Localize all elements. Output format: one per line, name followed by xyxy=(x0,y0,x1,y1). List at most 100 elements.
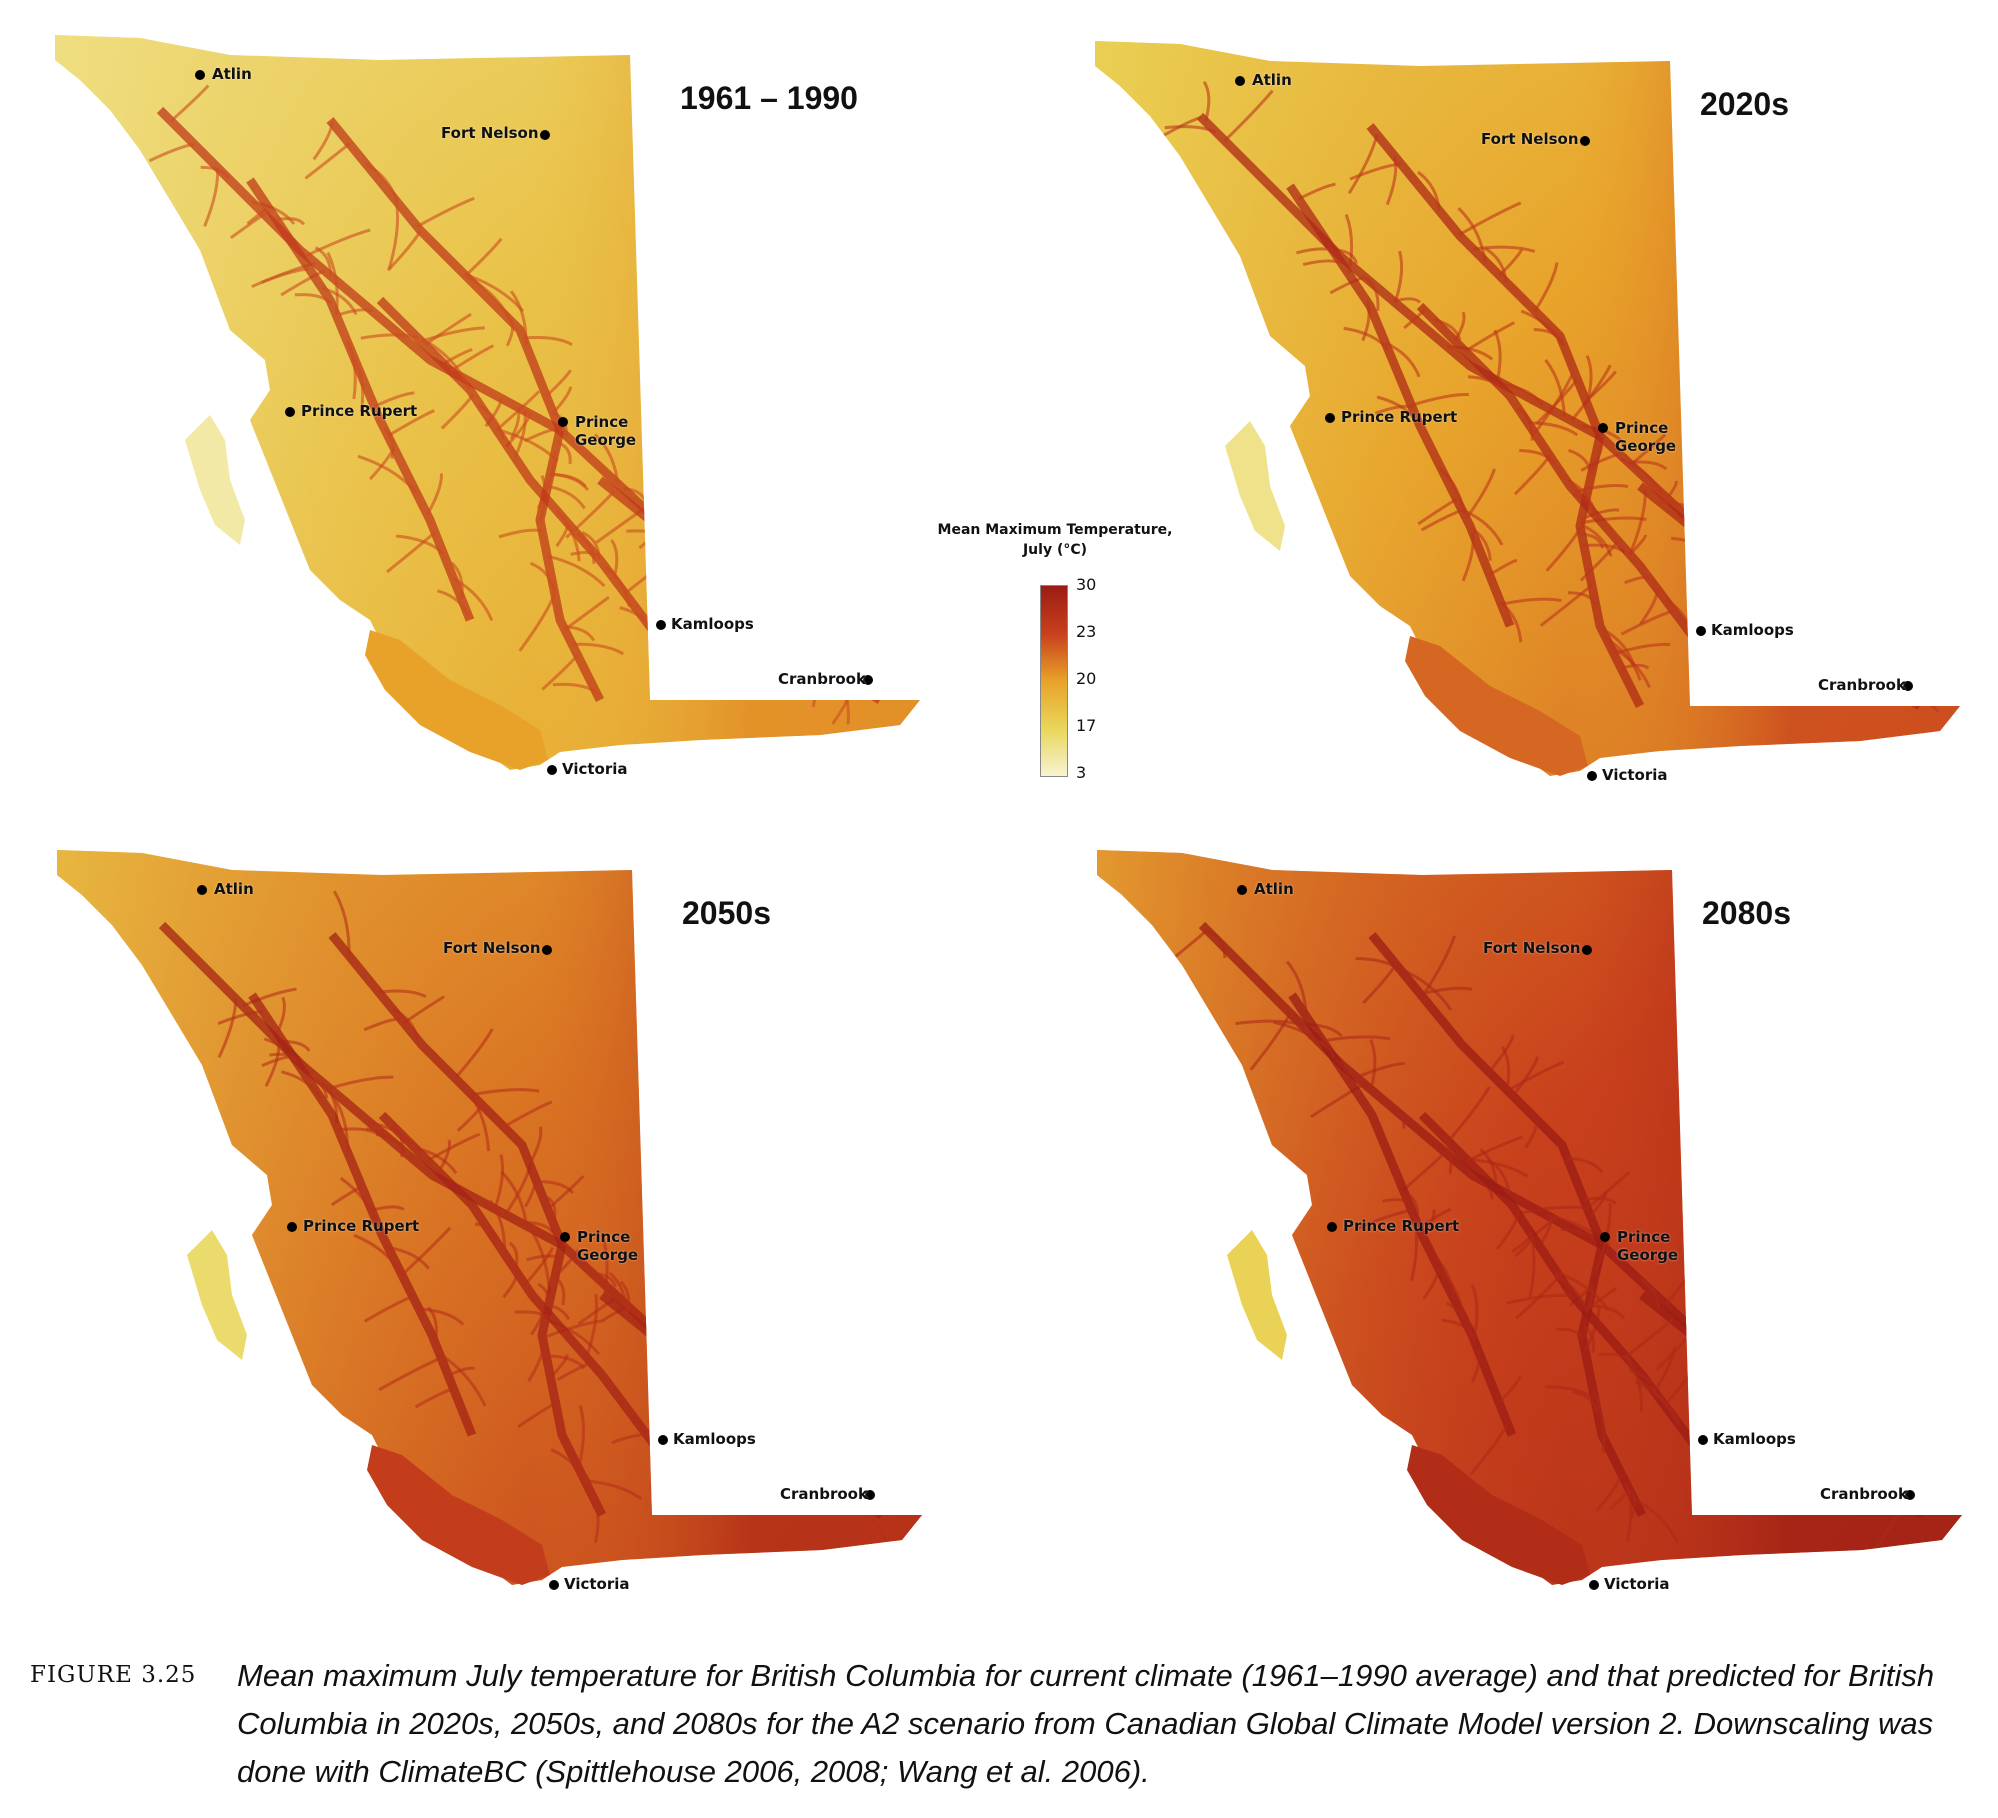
valley-branch xyxy=(1524,1118,1539,1149)
valley-branch xyxy=(1461,531,1475,582)
valley-branch xyxy=(392,1124,405,1158)
valley-branch xyxy=(386,531,436,574)
valley-branch xyxy=(719,577,760,594)
valley-branch xyxy=(1421,935,1456,998)
valley-branch xyxy=(1468,375,1508,393)
valley-branch xyxy=(373,391,415,408)
valley-branch xyxy=(312,122,334,161)
valley-branch xyxy=(1787,1456,1828,1471)
valley-branch xyxy=(371,1205,405,1212)
valley-branch xyxy=(1628,490,1647,556)
valley-branch xyxy=(546,1196,557,1224)
valley-branch xyxy=(1568,448,1593,475)
valley-branch xyxy=(387,409,435,438)
valley-branch xyxy=(735,558,743,592)
valley-branch xyxy=(530,1306,545,1336)
valley-branch xyxy=(1595,1473,1624,1512)
valley-branch xyxy=(1438,1268,1466,1319)
valley-branch xyxy=(1207,929,1227,959)
valley-branch xyxy=(1735,1368,1779,1400)
valley-branch xyxy=(217,998,238,1059)
valley-branch xyxy=(427,341,471,390)
valley-branch xyxy=(495,390,541,432)
valley-branch xyxy=(363,1017,401,1032)
valley-branch xyxy=(655,1445,700,1463)
city-marker-victoria xyxy=(547,765,557,775)
city-marker-atlin xyxy=(197,885,207,895)
valley-branch xyxy=(464,237,503,277)
city-label-prince-rupert: Prince Rupert xyxy=(301,402,418,420)
valley-branch xyxy=(1539,584,1593,627)
valley-branch xyxy=(1722,1369,1738,1400)
city-label-fort-nelson: Fort Nelson xyxy=(441,124,539,142)
valley-branch xyxy=(1762,571,1799,587)
valley-branch xyxy=(1580,452,1621,472)
city-label-prince-george: Prince George xyxy=(575,413,637,449)
valley-branch xyxy=(1519,449,1557,465)
valley-branch xyxy=(585,1293,599,1358)
valley-branch xyxy=(695,1356,745,1372)
valley-branch xyxy=(294,293,333,305)
valley-branch xyxy=(1470,1284,1479,1340)
valley-branch xyxy=(1527,421,1579,437)
valley-branch xyxy=(1694,1444,1718,1474)
valley-branch xyxy=(447,1366,476,1377)
valley-branch xyxy=(1506,1293,1573,1305)
valley-branch xyxy=(1633,1497,1680,1544)
city-marker-cranbrook xyxy=(1905,1490,1915,1500)
valley-branch xyxy=(505,318,514,347)
valley-branch xyxy=(1624,1482,1633,1542)
valley-branch xyxy=(425,473,443,516)
city-label-kamloops: Kamloops xyxy=(673,1430,756,1448)
city-label-prince-george: Prince George xyxy=(577,1228,639,1264)
valley-branch xyxy=(744,1407,784,1416)
valley-branch xyxy=(246,205,269,225)
valley-branch xyxy=(780,1411,788,1441)
valley-branch xyxy=(305,1074,329,1099)
city-label-atlin: Atlin xyxy=(212,65,252,83)
valley-branch xyxy=(1410,393,1469,407)
valley-branch xyxy=(563,595,610,631)
valley-branch xyxy=(1433,318,1462,341)
valley-branch xyxy=(508,1241,519,1271)
city-label-atlin: Atlin xyxy=(214,880,254,898)
city-marker-prince-george xyxy=(1598,423,1608,433)
map-period-title: 2080s xyxy=(1702,895,1791,931)
valley-branch xyxy=(269,1052,298,1062)
valley-branch xyxy=(734,637,781,646)
valley-branch xyxy=(345,340,357,400)
valley-branch xyxy=(388,1246,430,1270)
valley-branch xyxy=(1466,1157,1529,1178)
valley-branch xyxy=(1403,309,1426,330)
valley-branch xyxy=(1570,364,1612,422)
valley-branch xyxy=(326,251,339,316)
temperature-legend: Mean Maximum Temperature, July (°C) 30 2… xyxy=(930,520,1180,790)
valley-branch xyxy=(1497,1375,1523,1404)
valley-branch xyxy=(276,217,306,226)
valley-branch xyxy=(1511,1218,1555,1254)
valley-branch xyxy=(1620,609,1674,636)
valley-branch xyxy=(656,1353,681,1379)
valley-branch xyxy=(1355,1061,1405,1079)
valley-branch xyxy=(547,484,586,510)
valley-branch xyxy=(1701,1300,1752,1339)
valley-branch xyxy=(331,1094,350,1153)
city-label-fort-nelson: Fort Nelson xyxy=(1483,939,1581,957)
valley-branch xyxy=(552,386,573,415)
valley-branch xyxy=(477,403,505,441)
valley-branch xyxy=(1202,80,1211,122)
valley-branch xyxy=(1344,214,1354,275)
valley-trunk xyxy=(1575,435,1645,709)
valley-branch xyxy=(437,1139,451,1173)
city-label-kamloops: Kamloops xyxy=(1711,621,1794,639)
valley-branch xyxy=(493,1154,504,1210)
city-label-victoria: Victoria xyxy=(1604,1575,1670,1593)
vancouver-island xyxy=(1405,636,1588,776)
valley-trunk xyxy=(1366,123,1605,438)
valley-branch xyxy=(1422,1267,1440,1300)
valley-branch xyxy=(1354,1208,1412,1231)
valley-branch xyxy=(1609,1488,1631,1510)
valley-branch xyxy=(1661,480,1678,505)
valley-branch xyxy=(611,1433,648,1445)
valley-branch xyxy=(1638,1277,1661,1309)
